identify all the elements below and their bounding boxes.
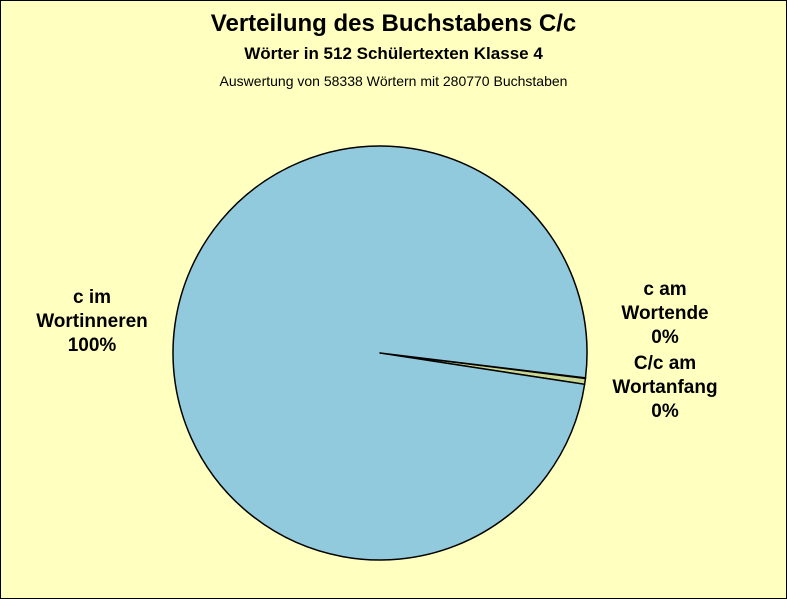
- label-c-im-wortinneren: c im Wortinneren 100%: [22, 286, 162, 358]
- label-line: C/c am: [633, 353, 697, 374]
- label-line: Wortinneren: [36, 311, 148, 332]
- chart-subtitle: Wörter in 512 Schülertexten Klasse 4: [244, 44, 543, 63]
- label-c-am-wortende: c am Wortende 0%: [600, 278, 730, 350]
- chart-title: Verteilung des Buchstabens C/c: [210, 10, 577, 37]
- pie-slice-2: [172, 145, 588, 561]
- label-line: 0%: [651, 327, 679, 348]
- label-line: c im: [72, 287, 112, 308]
- label-c-am-wortanfang: C/c am Wortanfang 0%: [598, 352, 732, 424]
- label-line: c am: [643, 279, 687, 300]
- label-line: Wortende: [621, 303, 709, 324]
- label-line: Wortanfang: [612, 377, 718, 398]
- label-line: 0%: [651, 401, 679, 422]
- chart-subtitle-2: Auswertung von 58338 Wörtern mit 280770 …: [219, 73, 568, 89]
- label-line: 100%: [67, 335, 117, 356]
